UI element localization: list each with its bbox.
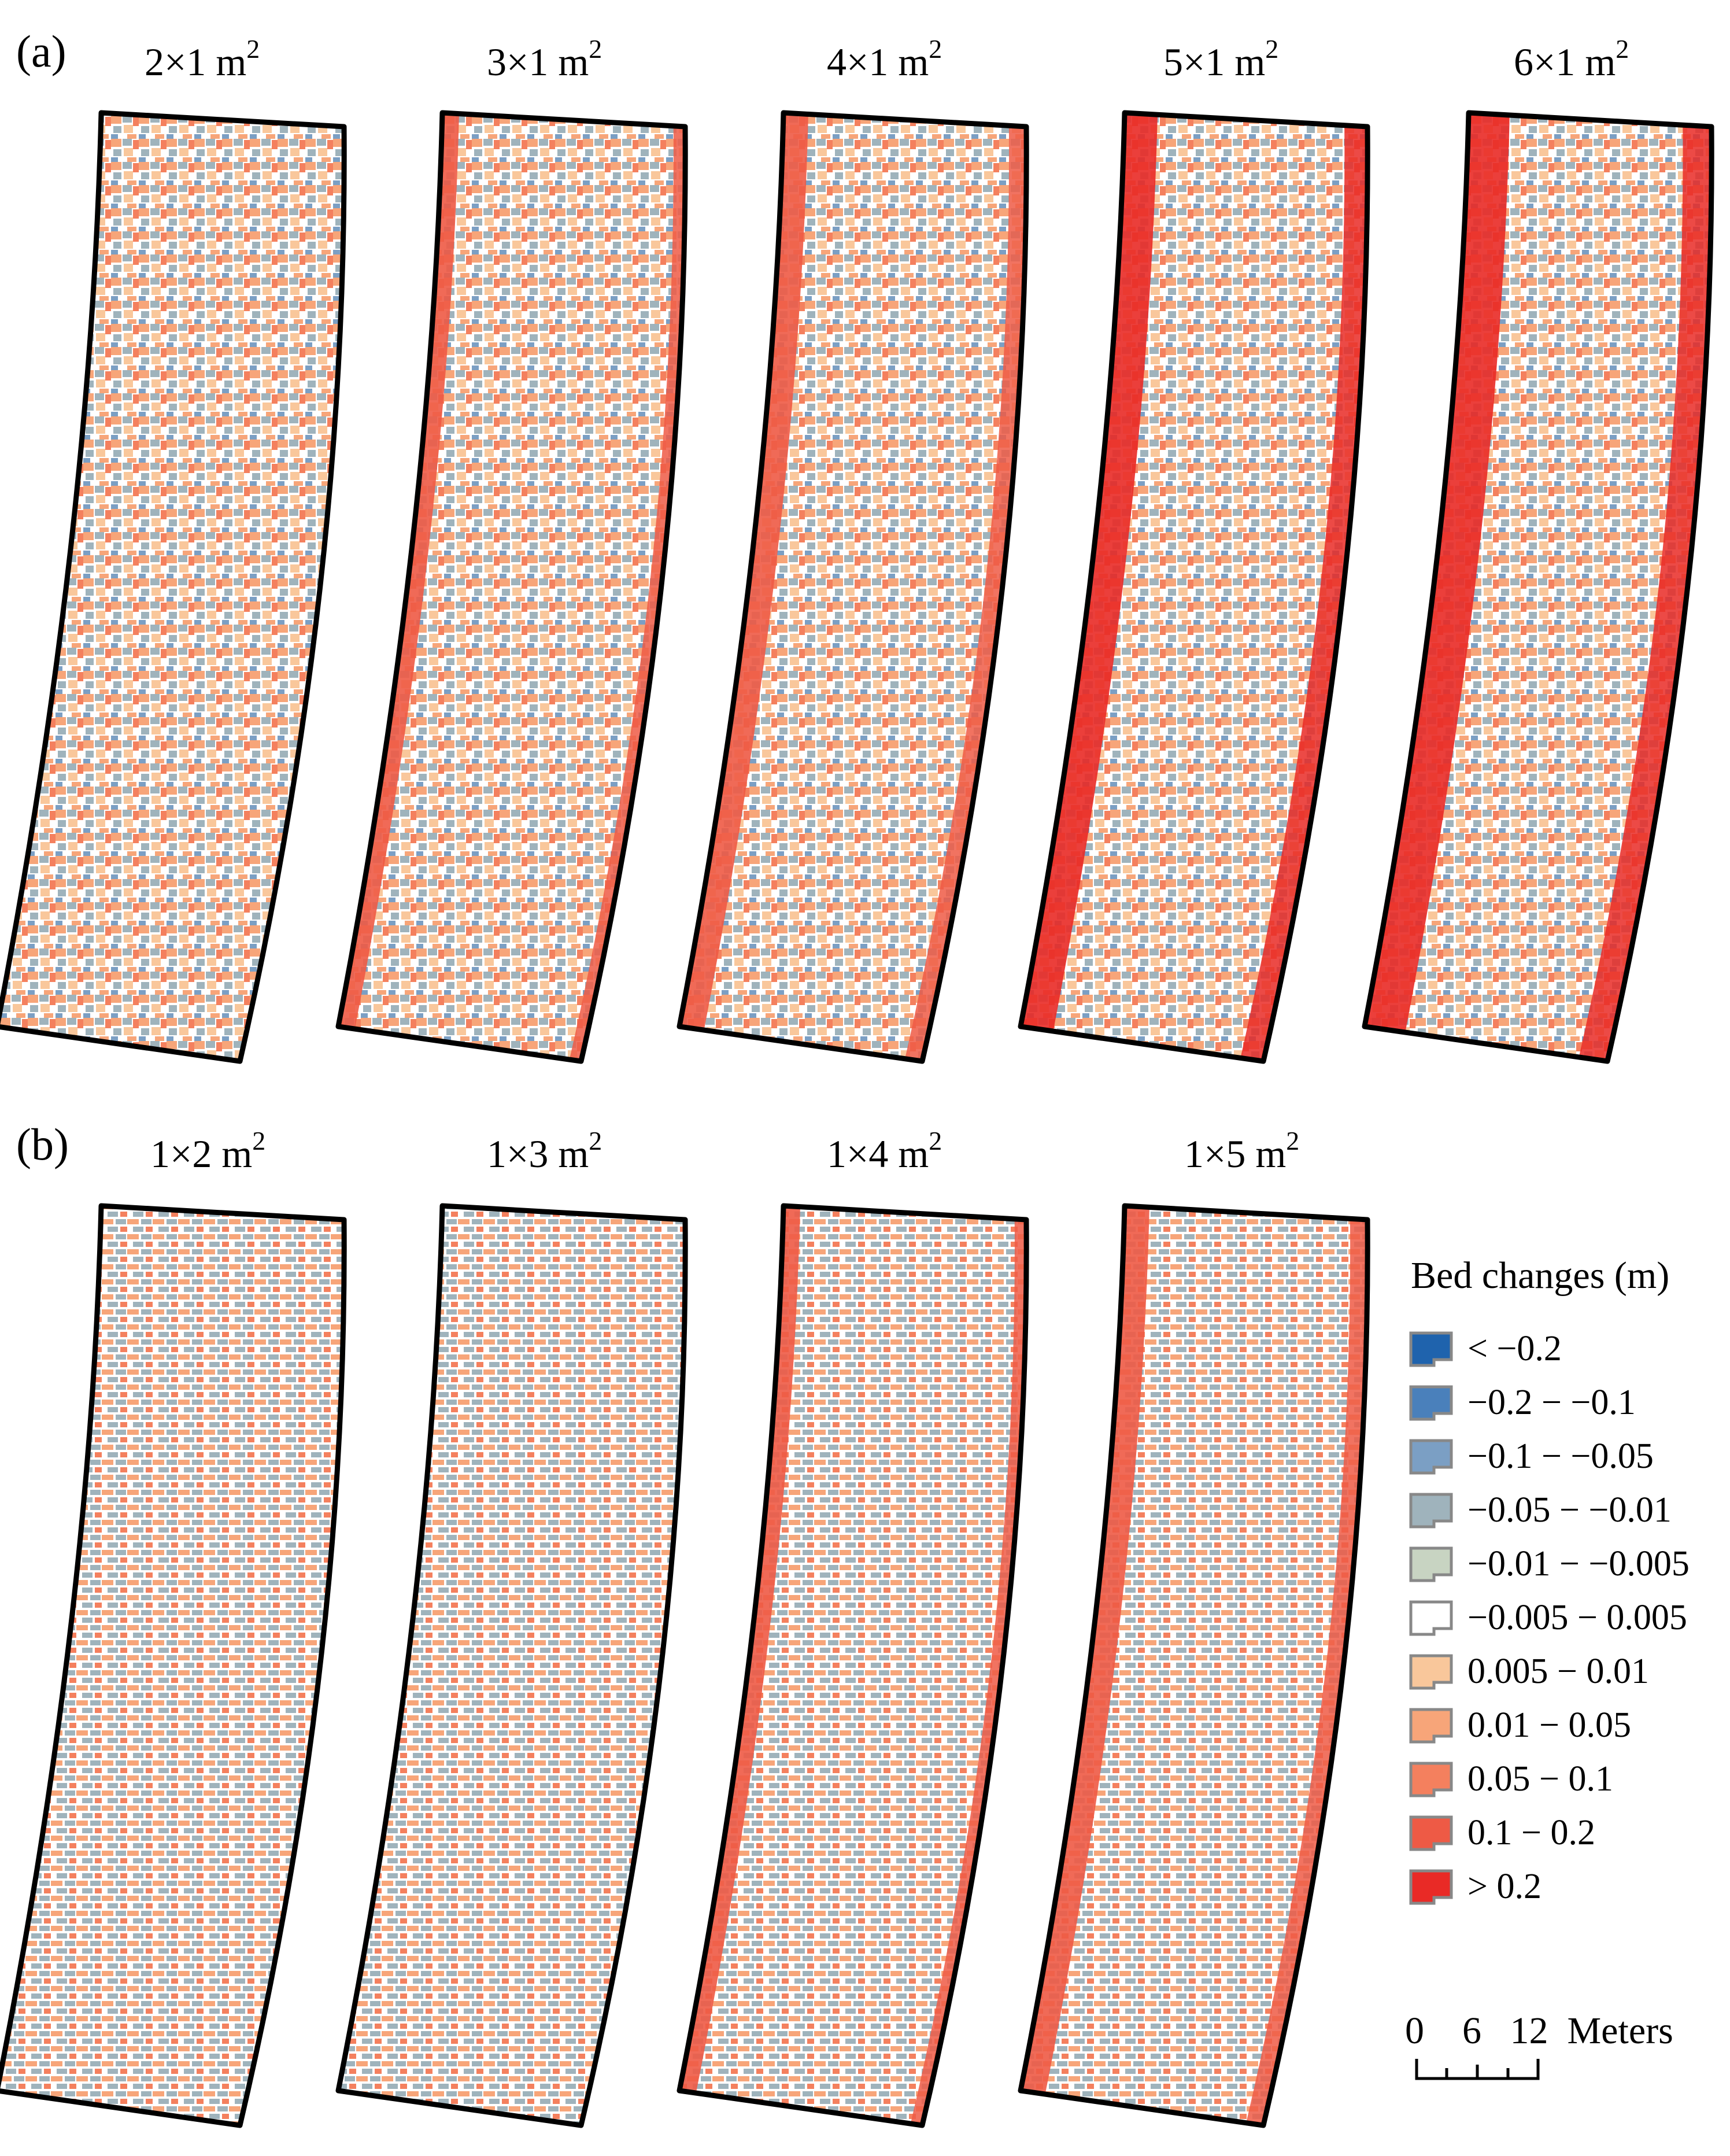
map-title-b2: 1×3 m2 <box>487 1126 602 1176</box>
map-a1 <box>0 110 347 1064</box>
map-title-a1: 2×1 m2 <box>145 34 260 84</box>
legend-label: < −0.2 <box>1467 1329 1562 1368</box>
map-b2 <box>335 1203 688 2128</box>
legend-swatch <box>1409 1331 1453 1367</box>
map-title-a2: 3×1 m2 <box>487 34 602 84</box>
map-a5 <box>1362 110 1714 1064</box>
scale-bar-label: 0 6 12 Meters <box>1405 2010 1673 2052</box>
legend-swatch <box>1409 1762 1453 1797</box>
legend-title: Bed changes (m) <box>1411 1254 1670 1297</box>
legend-label: −0.05 − −0.01 <box>1467 1490 1672 1530</box>
legend-swatch <box>1409 1546 1453 1582</box>
map-b1 <box>0 1203 347 2128</box>
legend-label: −0.1 − −0.05 <box>1467 1437 1654 1476</box>
legend-swatch <box>1409 1493 1453 1529</box>
scale-bar <box>1415 2059 1540 2080</box>
legend-swatch <box>1409 1600 1453 1636</box>
map-title-b1: 1×2 m2 <box>150 1126 266 1176</box>
legend-label: 0.01 − 0.05 <box>1467 1705 1631 1745</box>
map-a3 <box>677 110 1029 1064</box>
map-a4 <box>1018 110 1370 1064</box>
map-b3 <box>677 1203 1029 2128</box>
legend-swatch <box>1409 1869 1453 1905</box>
map-b4 <box>1018 1203 1370 2128</box>
legend-label: 0.005 − 0.01 <box>1467 1652 1649 1691</box>
legend-swatch <box>1409 1815 1453 1851</box>
legend-label: −0.2 − −0.1 <box>1467 1383 1636 1422</box>
legend-swatch <box>1409 1439 1453 1475</box>
map-title-b3: 1×4 m2 <box>827 1126 942 1176</box>
legend-label: 0.1 − 0.2 <box>1467 1813 1595 1852</box>
panel-label-a: (a) <box>16 26 66 76</box>
legend-swatch <box>1409 1654 1453 1690</box>
map-a2 <box>335 110 688 1064</box>
map-title-b4: 1×5 m2 <box>1184 1126 1300 1176</box>
panel-label-b: (b) <box>16 1119 69 1169</box>
map-title-a3: 4×1 m2 <box>827 34 942 84</box>
legend-swatch <box>1409 1708 1453 1744</box>
map-title-a4: 5×1 m2 <box>1163 34 1279 84</box>
legend-label: 0.05 − 0.1 <box>1467 1759 1613 1799</box>
legend-label: > 0.2 <box>1467 1867 1542 1906</box>
legend-label: −0.005 − 0.005 <box>1467 1598 1687 1637</box>
legend-swatch <box>1409 1385 1453 1421</box>
legend-label: −0.01 − −0.005 <box>1467 1544 1690 1583</box>
map-title-a5: 6×1 m2 <box>1514 34 1629 84</box>
